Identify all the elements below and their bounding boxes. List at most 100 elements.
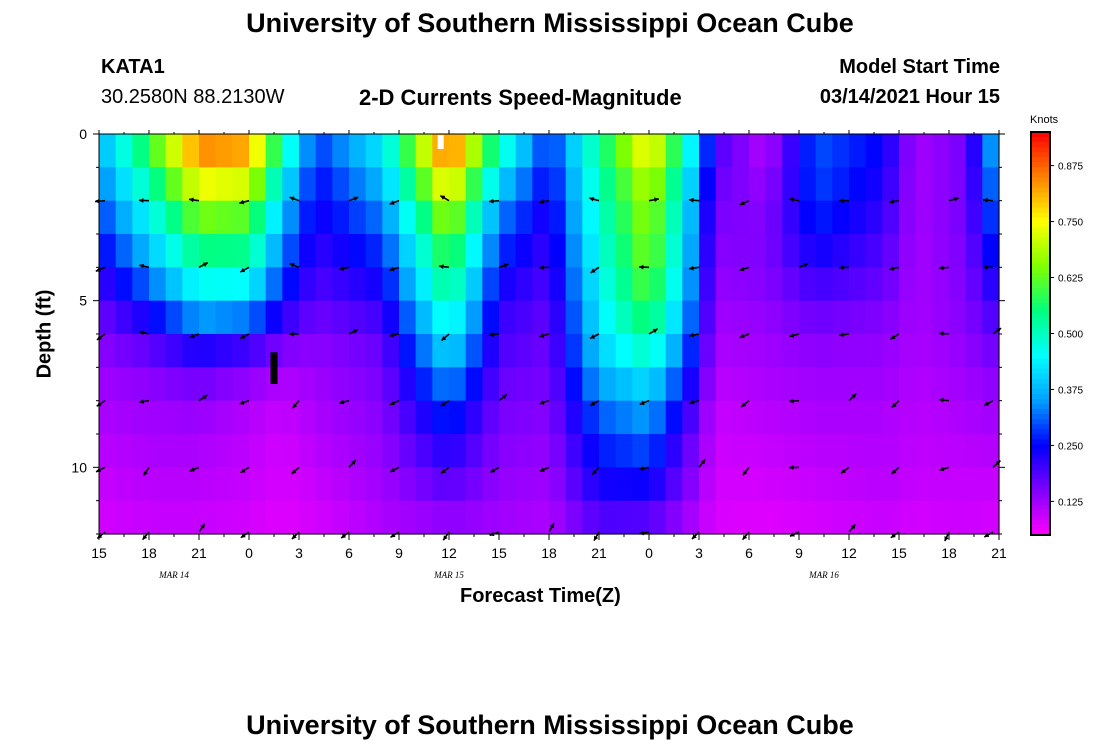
heat-cell: [515, 134, 533, 168]
heat-cell: [265, 300, 283, 335]
heat-cell: [282, 300, 300, 335]
heat-cell: [749, 267, 767, 302]
current-arrow: [548, 522, 555, 533]
heat-cell: [482, 200, 500, 235]
current-arrow: [788, 465, 800, 470]
current-arrow-head: [139, 330, 145, 335]
heat-cell: [482, 300, 500, 335]
heat-cell: [282, 367, 300, 402]
heat-cell: [165, 234, 183, 268]
heat-cell: [165, 334, 183, 368]
current-arrow-head: [142, 534, 148, 540]
current-arrow: [593, 531, 600, 542]
current-arrow-head: [689, 265, 694, 271]
heat-cell: [515, 267, 533, 302]
heat-cell: [765, 367, 783, 402]
current-arrow-head: [689, 332, 694, 338]
heat-cell: [949, 334, 967, 368]
heat-cell: [382, 234, 400, 268]
heat-cell: [265, 234, 283, 268]
x-tick-label: 15: [491, 545, 507, 561]
current-arrow-head: [539, 265, 544, 271]
heat-cell: [215, 234, 233, 268]
heat-cell: [765, 400, 783, 435]
heat-cell: [415, 267, 433, 302]
current-arrow: [142, 466, 150, 477]
heat-cell: [99, 334, 117, 368]
heat-cell: [332, 400, 350, 435]
heat-cell: [815, 167, 833, 202]
current-arrow-head: [741, 402, 747, 407]
heat-cell: [199, 134, 217, 168]
current-arrow: [389, 466, 400, 473]
colorbar-segment: [1031, 353, 1050, 360]
current-arrow-head: [351, 460, 356, 465]
heat-cell: [399, 467, 417, 502]
colorbar-segment: [1031, 489, 1050, 496]
heat-cell: [582, 334, 600, 368]
colorbar-segment: [1031, 388, 1050, 395]
current-arrow-head: [803, 262, 809, 268]
heat-cell: [115, 367, 133, 402]
colorbar-segment: [1031, 262, 1050, 269]
heat-cell: [699, 500, 717, 535]
heat-cell: [365, 467, 383, 502]
current-arrow-head: [839, 265, 844, 271]
heat-cell: [465, 367, 483, 402]
heat-cell: [215, 367, 233, 402]
heat-cell: [832, 467, 850, 502]
current-arrow-head: [889, 266, 895, 271]
heat-cell: [765, 134, 783, 168]
heat-cell: [699, 234, 717, 268]
heat-cell: [499, 434, 517, 468]
heat-cell: [715, 434, 733, 468]
heat-cell: [499, 400, 517, 435]
heat-cell: [332, 467, 350, 502]
heat-cell: [499, 500, 517, 535]
heat-cell: [115, 267, 133, 302]
heat-cell: [915, 334, 933, 368]
heat-cell: [549, 500, 567, 535]
heat-cell: [515, 434, 533, 468]
heat-cell: [232, 400, 250, 435]
current-arrow: [798, 262, 809, 269]
current-arrow: [291, 531, 300, 540]
heat-cell: [315, 400, 333, 435]
heat-cell: [249, 300, 267, 335]
heat-cell: [365, 167, 383, 202]
heat-cell: [115, 300, 133, 335]
current-arrow: [889, 199, 900, 205]
heat-cell: [299, 334, 317, 368]
heat-cell: [365, 500, 383, 535]
heat-cell: [565, 200, 583, 235]
heat-cell: [965, 300, 983, 335]
heat-cell: [982, 134, 1000, 168]
heat-cell: [949, 400, 967, 435]
heat-cell: [915, 400, 933, 435]
heat-cell: [299, 467, 317, 502]
heat-cell: [649, 434, 667, 468]
colorbar-segment: [1031, 404, 1050, 410]
heat-cell: [865, 167, 883, 202]
heat-cell: [382, 400, 400, 435]
x-tick-label: 6: [745, 545, 753, 561]
heat-cell: [799, 334, 817, 368]
heat-cell: [399, 300, 417, 335]
heat-cell: [915, 167, 933, 202]
current-arrow: [440, 466, 450, 474]
heat-cell: [132, 267, 150, 302]
heat-cell: [765, 267, 783, 302]
heat-cell: [749, 134, 767, 168]
heat-cell: [165, 434, 183, 468]
heat-cell: [415, 467, 433, 502]
heat-cell: [449, 267, 467, 302]
heat-cell: [865, 267, 883, 302]
colorbar-segment: [1031, 242, 1050, 249]
heat-cell: [432, 434, 450, 468]
heat-cell: [465, 400, 483, 435]
colorbar-segment: [1031, 363, 1050, 370]
heat-cell: [782, 267, 800, 302]
current-arrow-head: [291, 534, 297, 540]
heat-cell: [932, 467, 950, 502]
heat-cell: [799, 167, 817, 202]
